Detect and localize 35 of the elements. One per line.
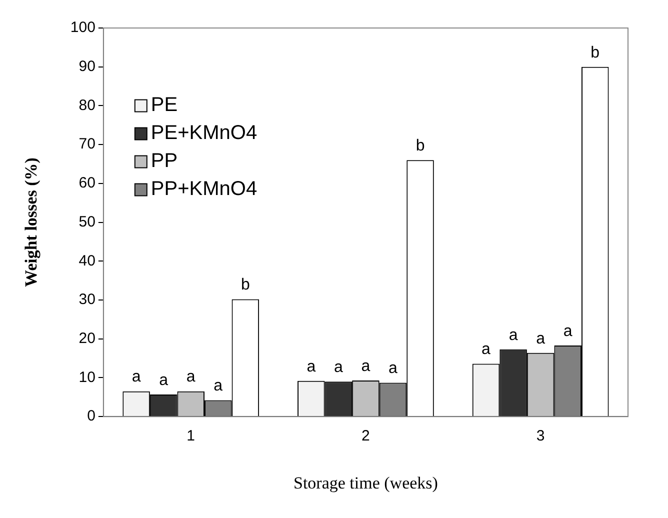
x-tick-label: 3	[536, 428, 545, 445]
y-tick-label: 40	[78, 252, 96, 270]
data-label: a	[132, 368, 141, 386]
y-tick-label: 80	[78, 96, 96, 114]
y-tick-label: 100	[70, 19, 96, 36]
data-label: a	[563, 322, 572, 340]
data-label: a	[214, 378, 223, 395]
x-tick-label: 2	[362, 428, 370, 445]
data-label: a	[388, 360, 398, 378]
data-label: a	[334, 359, 343, 376]
y-tick-label: 50	[78, 213, 96, 230]
legend-label: PE+KMnO4	[150, 122, 258, 144]
data-label: b	[590, 44, 600, 62]
data-label: a	[361, 358, 370, 375]
legend-label: PP	[150, 150, 178, 172]
data-label: a	[306, 358, 316, 376]
data-label: b	[240, 276, 250, 294]
y-axis-title: Weight losses (%)	[22, 158, 41, 287]
legend-label: PE	[150, 94, 178, 116]
y-tick-label: 20	[78, 330, 96, 348]
y-tick-label: 90	[78, 58, 96, 75]
data-label: b	[416, 138, 425, 155]
x-tick-label: 1	[186, 428, 196, 445]
y-tick-label: 0	[87, 408, 96, 425]
y-tick-label: 70	[78, 136, 96, 153]
y-tick-label: 10	[78, 368, 96, 386]
data-label: a	[186, 368, 196, 386]
legend-label: PP+KMnO4	[150, 178, 258, 200]
y-tick-label: 30	[78, 291, 96, 308]
data-label: a	[482, 341, 491, 358]
x-axis-title: Storage time (weeks)	[293, 473, 438, 492]
data-label: a	[159, 372, 168, 389]
data-label: a	[508, 326, 518, 344]
y-tick-label: 60	[78, 174, 96, 192]
data-label: a	[536, 330, 546, 348]
